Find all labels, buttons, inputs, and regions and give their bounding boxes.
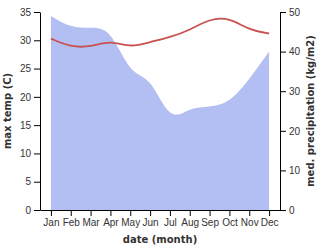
- tick-mark: [130, 210, 131, 216]
- tick-mark: [150, 210, 151, 216]
- tick-label: Dec: [261, 217, 279, 228]
- tick-label: Jan: [43, 217, 59, 228]
- chart: Jan FebMarAprMayJun Jul AugSepOctNovDec 0 5 10…: [0, 0, 318, 247]
- tick-mark: [280, 52, 286, 53]
- tick-mark: [229, 210, 230, 216]
- tick-label: Oct: [222, 217, 238, 228]
- tick: Jun: [143, 210, 159, 228]
- tick-label: 30: [20, 35, 32, 46]
- tick-label: 10: [20, 148, 32, 159]
- tick-label: Mar: [82, 217, 100, 228]
- tick-mark: [110, 210, 111, 216]
- tick: 0: [25, 205, 40, 216]
- tick-mark: [249, 210, 250, 216]
- tick-label: 25: [20, 63, 32, 74]
- tick: Oct: [222, 210, 238, 228]
- tick-label: 40: [289, 46, 301, 57]
- tick: 35: [20, 7, 40, 18]
- tick-label: 5: [25, 176, 31, 187]
- tick: 15: [20, 120, 40, 131]
- tick-mark: [34, 97, 40, 98]
- tick-label: Nov: [241, 217, 259, 228]
- tick-mark: [280, 91, 286, 92]
- tick-label: May: [121, 217, 140, 228]
- tick: Jul: [164, 210, 177, 228]
- tick-mark: [34, 210, 40, 211]
- tick: Feb: [63, 210, 81, 228]
- x-axis-line: [41, 210, 281, 211]
- tick: Aug: [181, 210, 199, 228]
- plot: Jan FebMarAprMayJun Jul AugSepOctNovDec 0 5 10…: [20, 7, 301, 228]
- tick: Nov: [241, 210, 259, 228]
- tick: Jan: [43, 210, 59, 228]
- tick-mark: [34, 153, 40, 154]
- tick: 10: [280, 165, 301, 176]
- tick-mark: [51, 210, 52, 216]
- tick-mark: [34, 125, 40, 126]
- tick-label: 35: [20, 7, 32, 18]
- y-axis-line: [40, 13, 41, 211]
- y2-axis-title: med. precipitation (kg/m2): [305, 35, 316, 187]
- tick: Apr: [103, 210, 119, 228]
- y-axis: 0 5 10 15 20 25 30 35: [20, 7, 41, 216]
- tick-mark: [280, 131, 286, 132]
- tick-label: 10: [289, 165, 301, 176]
- tick-label: 20: [289, 126, 301, 137]
- tick-label: 15: [20, 120, 32, 131]
- tick-label: Jul: [164, 217, 177, 228]
- tick-mark: [34, 12, 40, 13]
- tick-label: 0: [289, 205, 295, 216]
- tick-label: 50: [289, 7, 301, 18]
- tick-label: 0: [25, 205, 31, 216]
- tick-mark: [170, 210, 171, 216]
- tick: 20: [20, 92, 40, 103]
- tick: Mar: [82, 210, 100, 228]
- tick-label: 30: [289, 86, 301, 97]
- tick: 20: [280, 126, 301, 137]
- tick: 40: [280, 46, 301, 57]
- tick-mark: [280, 12, 286, 13]
- precipitation-area: [51, 16, 269, 210]
- tick-mark: [210, 210, 211, 216]
- tick-mark: [71, 210, 72, 216]
- y-axis-title: max temp (C): [2, 73, 13, 149]
- tick: Dec: [261, 210, 279, 228]
- tick-label: Sep: [201, 217, 219, 228]
- tick: 0: [280, 205, 295, 216]
- tick-mark: [280, 170, 286, 171]
- x-axis-title: date (month): [123, 234, 197, 245]
- tick: May: [121, 210, 140, 228]
- tick-label: Apr: [103, 217, 119, 228]
- temperature-line: [51, 19, 269, 47]
- y2-axis-line: [280, 13, 281, 211]
- tick: Sep: [201, 210, 219, 228]
- tick: 30: [20, 35, 40, 46]
- tick: 25: [20, 63, 40, 74]
- tick-mark: [269, 210, 270, 216]
- y2-axis: 0 10 20 30 40 50: [280, 7, 301, 216]
- tick-label: Jun: [143, 217, 159, 228]
- tick: 50: [280, 7, 301, 18]
- tick: 5: [25, 176, 40, 187]
- tick-mark: [190, 210, 191, 216]
- tick: 30: [280, 86, 301, 97]
- tick: 10: [20, 148, 40, 159]
- tick-mark: [34, 69, 40, 70]
- tick-label: 20: [20, 92, 32, 103]
- tick-label: Feb: [63, 217, 81, 228]
- tick-mark: [280, 210, 286, 211]
- marks: [51, 16, 269, 210]
- tick-mark: [34, 182, 40, 183]
- tick-mark: [91, 210, 92, 216]
- tick-mark: [34, 40, 40, 41]
- tick-label: Aug: [181, 217, 199, 228]
- x-axis: Jan FebMarAprMayJun Jul AugSepOctNovDec: [41, 210, 281, 228]
